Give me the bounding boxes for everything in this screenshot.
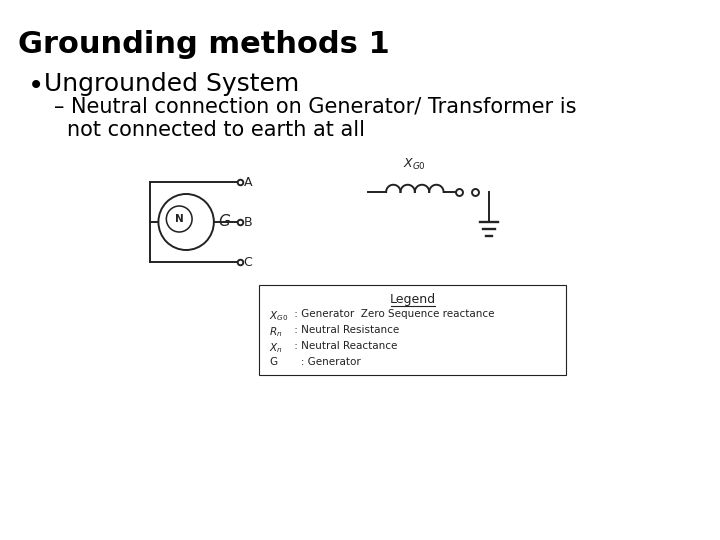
Text: G: G (218, 214, 230, 230)
Text: G: G (269, 357, 277, 367)
Text: : Generator  Zero Sequence reactance: : Generator Zero Sequence reactance (291, 309, 495, 319)
Text: A: A (243, 176, 252, 188)
Text: N: N (175, 214, 184, 224)
Text: not connected to earth at all: not connected to earth at all (68, 120, 365, 140)
Text: $R_n$: $R_n$ (269, 325, 283, 339)
Text: $X_{G0}$: $X_{G0}$ (403, 157, 426, 172)
Text: : Neutral Reactance: : Neutral Reactance (291, 341, 397, 351)
Text: : Neutral Resistance: : Neutral Resistance (291, 325, 400, 335)
Text: C: C (243, 255, 252, 268)
Text: – Neutral connection on Generator/ Transformer is: – Neutral connection on Generator/ Trans… (55, 97, 577, 117)
Text: $X_{G0}$: $X_{G0}$ (269, 309, 289, 323)
FancyBboxPatch shape (259, 285, 567, 375)
Text: Ungrounded System: Ungrounded System (44, 72, 299, 96)
Text: Grounding methods 1: Grounding methods 1 (18, 30, 390, 59)
Text: Legend: Legend (390, 293, 436, 306)
Text: $X_n$: $X_n$ (269, 341, 283, 355)
Text: B: B (243, 215, 252, 228)
Text: •: • (28, 72, 44, 100)
Text: : Generator: : Generator (291, 357, 361, 367)
